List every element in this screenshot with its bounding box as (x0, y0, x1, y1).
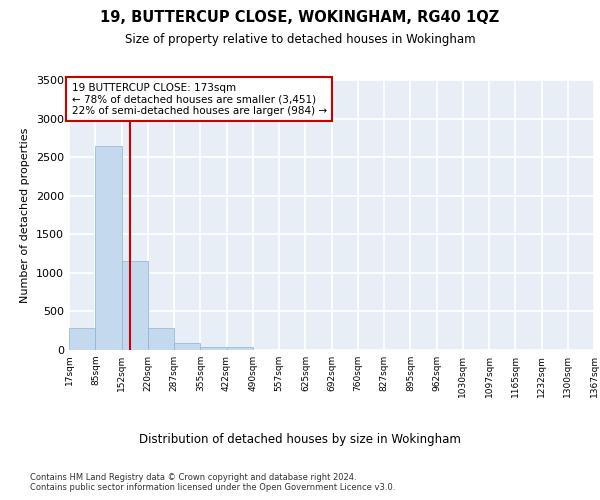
Text: Distribution of detached houses by size in Wokingham: Distribution of detached houses by size … (139, 432, 461, 446)
Text: 19 BUTTERCUP CLOSE: 173sqm
← 78% of detached houses are smaller (3,451)
22% of s: 19 BUTTERCUP CLOSE: 173sqm ← 78% of deta… (71, 82, 327, 116)
Text: Size of property relative to detached houses in Wokingham: Size of property relative to detached ho… (125, 32, 475, 46)
Bar (148, 328, 174, 350)
Bar (69, 328, 95, 350)
Bar (200, 346, 227, 350)
Text: Contains HM Land Registry data © Crown copyright and database right 2024.
Contai: Contains HM Land Registry data © Crown c… (30, 472, 395, 492)
Bar (227, 348, 253, 350)
Bar (121, 260, 148, 350)
Text: 19, BUTTERCUP CLOSE, WOKINGHAM, RG40 1QZ: 19, BUTTERCUP CLOSE, WOKINGHAM, RG40 1QZ (100, 10, 500, 25)
Bar (174, 343, 200, 350)
Bar (95, 146, 121, 350)
Y-axis label: Number of detached properties: Number of detached properties (20, 128, 31, 302)
